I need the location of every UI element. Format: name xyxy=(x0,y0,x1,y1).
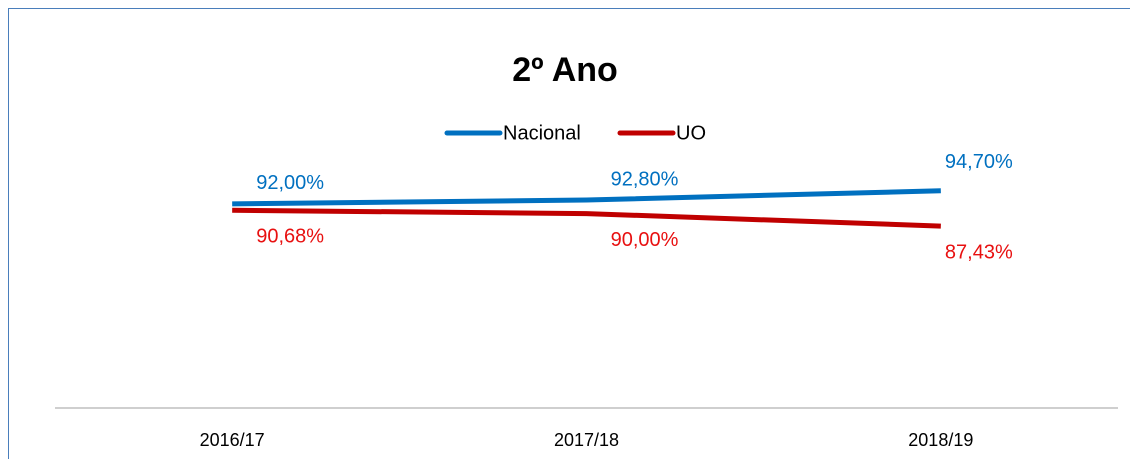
data-label: 92,80% xyxy=(611,168,679,190)
legend-label: Nacional xyxy=(503,122,581,144)
data-label: 90,68% xyxy=(256,226,324,248)
chart-title: 2º Ano xyxy=(512,51,618,89)
data-label: 90,00% xyxy=(611,229,679,251)
x-tick-label: 2018/19 xyxy=(908,430,973,450)
x-tick-label: 2017/18 xyxy=(554,430,619,450)
data-label: 87,43% xyxy=(945,241,1013,263)
data-label: 94,70% xyxy=(945,151,1013,173)
data-label: 92,00% xyxy=(256,172,324,194)
x-tick-label: 2016/17 xyxy=(200,430,265,450)
legend-label: UO xyxy=(676,122,706,144)
